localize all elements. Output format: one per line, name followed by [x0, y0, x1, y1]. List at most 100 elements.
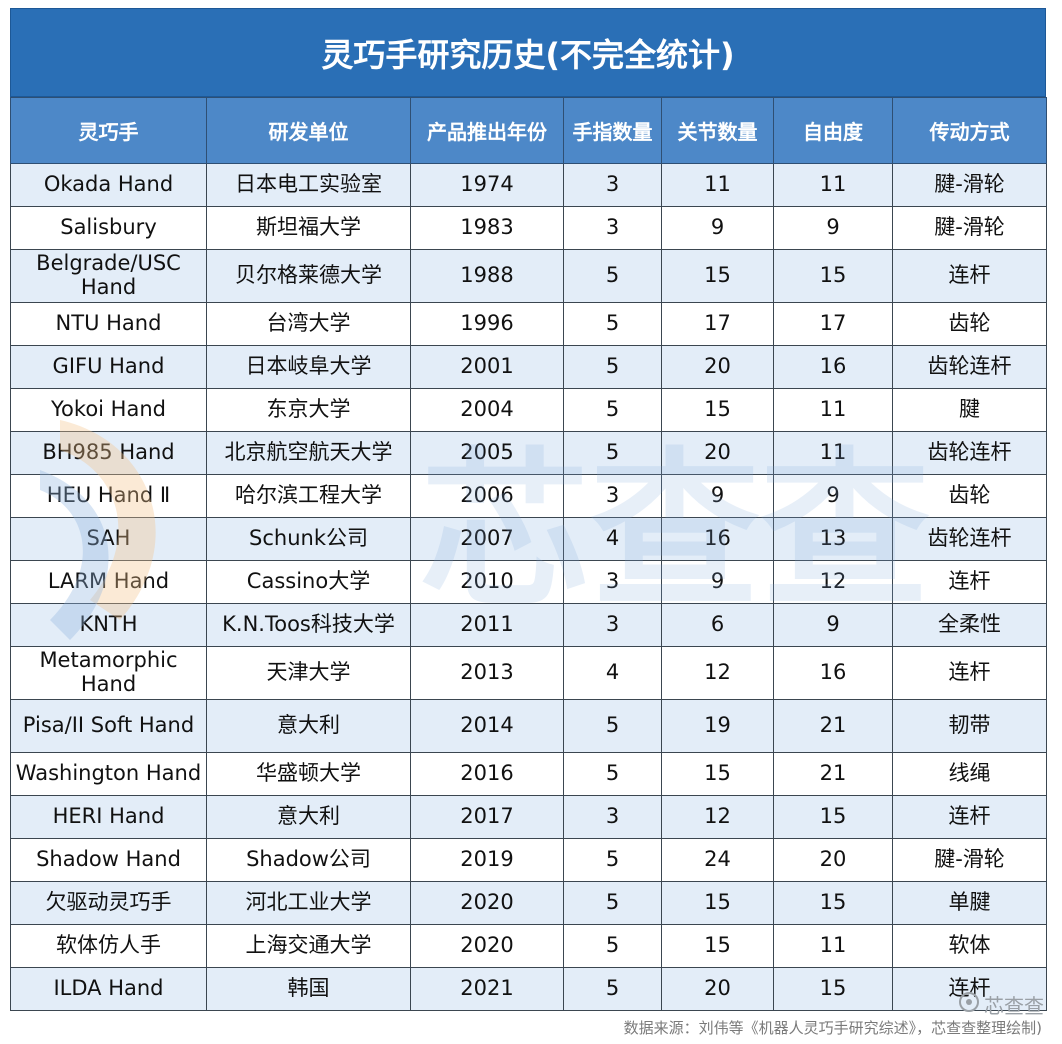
table-body: Okada Hand 日本电工实验室 1974 3 11 11 腱-滑轮 Salisbury 斯…	[10, 163, 1047, 1011]
cell-fingers: 5	[563, 881, 662, 925]
cell-developer: Shadow公司	[206, 838, 411, 882]
cell-hand: GIFU Hand	[10, 345, 207, 389]
cell-transmission: 韧带	[892, 699, 1047, 753]
cell-joints: 20	[661, 345, 774, 389]
table-row: SAH Schunk公司 2007 4 16 13 齿轮连杆	[10, 517, 1047, 561]
table-row: Yokoi Hand 东京大学 2004 5 15 11 腱	[10, 388, 1047, 432]
cell-developer: Cassino大学	[206, 560, 411, 604]
header-row: 灵巧手 研发单位 产品推出年份 手指数量 关节数量 自由度 传动方式	[10, 97, 1047, 164]
cell-fingers: 5	[563, 752, 662, 796]
cell-fingers: 5	[563, 249, 662, 303]
cell-dof: 15	[773, 881, 893, 925]
cell-hand: Yokoi Hand	[10, 388, 207, 432]
cell-dof: 11	[773, 388, 893, 432]
cell-year: 2014	[410, 699, 564, 753]
cell-hand: 欠驱动灵巧手	[10, 881, 207, 925]
cell-year: 2005	[410, 431, 564, 475]
cell-transmission: 线绳	[892, 752, 1047, 796]
cell-dof: 11	[773, 924, 893, 968]
cell-joints: 12	[661, 795, 774, 839]
cell-hand: Okada Hand	[10, 163, 207, 207]
cell-year: 2007	[410, 517, 564, 561]
cell-dof: 13	[773, 517, 893, 561]
cell-developer: K.N.Toos科技大学	[206, 603, 411, 647]
cell-joints: 24	[661, 838, 774, 882]
cell-hand: 软体仿人手	[10, 924, 207, 968]
cell-transmission: 齿轮连杆	[892, 431, 1047, 475]
header-fingers: 手指数量	[563, 97, 662, 164]
cell-transmission: 腱	[892, 388, 1047, 432]
cell-transmission: 腱-滑轮	[892, 163, 1047, 207]
cell-hand: Metamorphic Hand	[10, 646, 207, 700]
cell-developer: 台湾大学	[206, 302, 411, 346]
cell-hand: LARM Hand	[10, 560, 207, 604]
brand-name: 芯查查	[984, 994, 1044, 1018]
table-row: GIFU Hand 日本岐阜大学 2001 5 20 16 齿轮连杆	[10, 345, 1047, 389]
table-row: Okada Hand 日本电工实验室 1974 3 11 11 腱-滑轮	[10, 163, 1047, 207]
cell-hand: KNTH	[10, 603, 207, 647]
table-row: BH985 Hand 北京航空航天大学 2005 5 20 11 齿轮连杆	[10, 431, 1047, 475]
cell-hand: HERI Hand	[10, 795, 207, 839]
cell-hand: Salisbury	[10, 206, 207, 250]
cell-year: 2017	[410, 795, 564, 839]
cell-year: 2004	[410, 388, 564, 432]
cell-joints: 6	[661, 603, 774, 647]
cell-hand: Shadow Hand	[10, 838, 207, 882]
table-row: Shadow Hand Shadow公司 2019 5 24 20 腱-滑轮	[10, 838, 1047, 882]
cell-year: 1996	[410, 302, 564, 346]
table-row: Metamorphic Hand 天津大学 2013 4 12 16 连杆	[10, 646, 1047, 700]
cell-transmission: 齿轮连杆	[892, 345, 1047, 389]
cell-year: 2021	[410, 967, 564, 1011]
cell-year: 2016	[410, 752, 564, 796]
cell-fingers: 3	[563, 206, 662, 250]
cell-fingers: 3	[563, 474, 662, 518]
cell-developer: 天津大学	[206, 646, 411, 700]
cell-developer: 华盛顿大学	[206, 752, 411, 796]
cell-joints: 9	[661, 560, 774, 604]
cell-developer: 河北工业大学	[206, 881, 411, 925]
cell-year: 2010	[410, 560, 564, 604]
table-row: 欠驱动灵巧手 河北工业大学 2020 5 15 15 单腱	[10, 881, 1047, 925]
cell-transmission: 齿轮	[892, 302, 1047, 346]
cell-joints: 20	[661, 431, 774, 475]
cell-dof: 11	[773, 431, 893, 475]
cell-fingers: 5	[563, 838, 662, 882]
cell-year: 1988	[410, 249, 564, 303]
cell-joints: 15	[661, 388, 774, 432]
brand-icon	[958, 991, 980, 1018]
table-title: 灵巧手研究历史(不完全统计)	[10, 8, 1046, 97]
cell-year: 2006	[410, 474, 564, 518]
cell-transmission: 全柔性	[892, 603, 1047, 647]
table-row: LARM Hand Cassino大学 2010 3 9 12 连杆	[10, 560, 1047, 604]
cell-developer: 上海交通大学	[206, 924, 411, 968]
cell-joints: 9	[661, 206, 774, 250]
cell-fingers: 3	[563, 795, 662, 839]
table-row: HERI Hand 意大利 2017 3 12 15 连杆	[10, 795, 1047, 839]
cell-transmission: 连杆	[892, 560, 1047, 604]
cell-fingers: 5	[563, 345, 662, 389]
cell-transmission: 齿轮	[892, 474, 1047, 518]
cell-hand: HEU Hand Ⅱ	[10, 474, 207, 518]
cell-transmission: 腱-滑轮	[892, 206, 1047, 250]
cell-fingers: 5	[563, 924, 662, 968]
cell-transmission: 软体	[892, 924, 1047, 968]
table-row: Pisa/II Soft Hand 意大利 2014 5 19 21 韧带	[10, 699, 1047, 753]
cell-dof: 21	[773, 699, 893, 753]
cell-dof: 9	[773, 603, 893, 647]
cell-developer: 东京大学	[206, 388, 411, 432]
cell-developer: 日本岐阜大学	[206, 345, 411, 389]
cell-hand: ILDA Hand	[10, 967, 207, 1011]
cell-transmission: 腱-滑轮	[892, 838, 1047, 882]
cell-dof: 11	[773, 163, 893, 207]
cell-fingers: 4	[563, 517, 662, 561]
cell-developer: 哈尔滨工程大学	[206, 474, 411, 518]
brand-logo: 芯查查	[958, 990, 1044, 1019]
cell-fingers: 5	[563, 388, 662, 432]
cell-joints: 20	[661, 967, 774, 1011]
cell-year: 1983	[410, 206, 564, 250]
cell-joints: 11	[661, 163, 774, 207]
header-year: 产品推出年份	[410, 97, 564, 164]
cell-joints: 15	[661, 881, 774, 925]
cell-joints: 15	[661, 752, 774, 796]
cell-developer: 北京航空航天大学	[206, 431, 411, 475]
